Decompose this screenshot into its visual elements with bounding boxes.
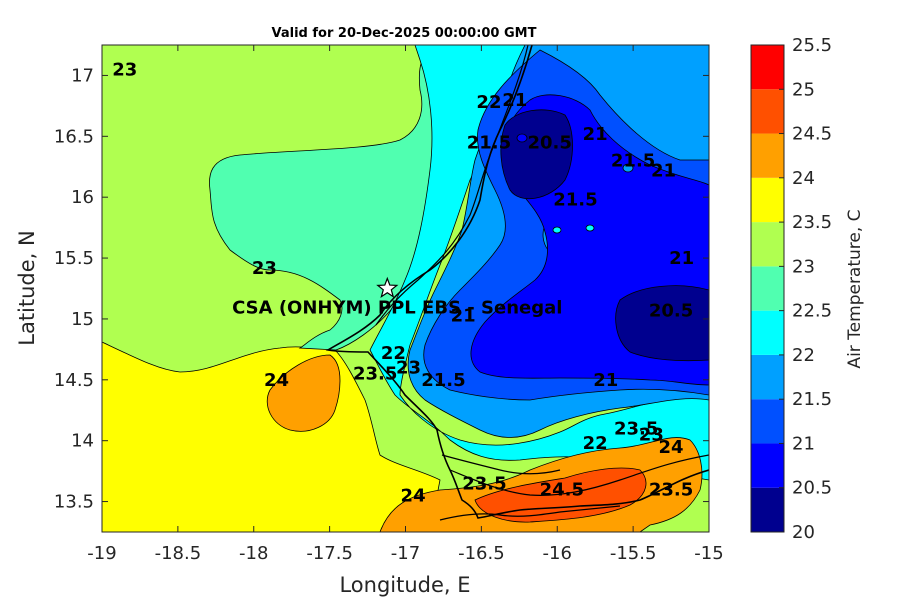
- x-tick-label: -18.5: [155, 543, 202, 564]
- colorbar-tick-label: 24: [792, 168, 815, 189]
- colorbar-tick-label: 21: [792, 433, 815, 454]
- colorbar-segment: [751, 177, 784, 223]
- colorbar-segment: [751, 310, 784, 355]
- contour-label: 21.5: [421, 370, 465, 391]
- contour-label: 23.5: [649, 479, 693, 500]
- contour-fill-24.5-25: [474, 467, 647, 523]
- contour-fill-small-pocket-4: [622, 163, 634, 173]
- contour-label: 23.5: [614, 419, 658, 440]
- colorbar-segment: [751, 354, 784, 400]
- contour-label: 20.5: [649, 300, 693, 321]
- x-tick-label: -16: [543, 543, 572, 564]
- contour-fill-20-20.5-north: [500, 109, 573, 199]
- colorbar-tick-label: 23.5: [792, 212, 832, 233]
- contour-label: 21.5: [553, 190, 597, 211]
- contour-label: 21: [593, 370, 618, 391]
- contour-label: 22: [381, 343, 406, 364]
- colorbar-segment: [751, 45, 784, 90]
- contour-label: 23: [639, 425, 664, 446]
- coastline: [325, 45, 709, 519]
- y-tick-label: 14.5: [54, 370, 94, 391]
- colorbar-label: Air Temperature, C: [845, 209, 865, 368]
- contour-fill-small-pocket: [516, 133, 528, 143]
- river-line: [449, 454, 709, 496]
- contour-label: 23: [112, 59, 137, 80]
- colorbar-segment: [751, 399, 784, 444]
- site-star-icon: [376, 276, 399, 298]
- chart-title: Valid for 20-Dec-2025 00:00:00 GMT: [272, 26, 537, 41]
- x-axis-label: Longitude, E: [339, 573, 470, 597]
- contour-label: 21.5: [611, 151, 655, 172]
- y-tick-label: 14: [71, 431, 94, 452]
- contour-fill-20-20.5-east: [615, 285, 709, 362]
- colorbar-tick-label: 21.5: [792, 389, 832, 410]
- contour-label: 24: [401, 485, 426, 506]
- contour-label: 22: [583, 433, 608, 454]
- x-tick-label: -17: [391, 543, 420, 564]
- x-tick-label: -15: [694, 543, 723, 564]
- contour-label: 21.5: [467, 132, 511, 153]
- contour-label: 23: [396, 358, 421, 379]
- colorbar-frame: [750, 44, 785, 533]
- contour-label: 21: [583, 124, 608, 145]
- contour-label: 21: [651, 160, 676, 181]
- colorbar-tick-label: 20.5: [792, 478, 832, 499]
- contour-label: 24: [659, 437, 684, 458]
- site-label: CSA (ONHYM) PPL EBS - Senegal: [232, 298, 562, 319]
- contour-label: 22: [476, 92, 501, 113]
- x-tick-label: -16.5: [458, 543, 505, 564]
- contour-label: 21: [669, 248, 694, 269]
- y-axis-label: Latitude, N: [15, 230, 39, 346]
- colorbar-tick-label: 23: [792, 256, 815, 277]
- colorbar-segment: [751, 443, 784, 488]
- contour-label: 23.5: [462, 473, 506, 494]
- x-axis-ticks: -19 -18.5 -18 -17.5 -17 -16.5 -16 -15.5 -15: [87, 45, 724, 564]
- y-tick-label: 16.5: [54, 126, 94, 147]
- colorbar-tick-label: 20: [792, 522, 815, 543]
- contour-label: 23.5: [353, 364, 397, 385]
- colorbar-segment: [751, 133, 784, 178]
- colorbar-segment: [751, 222, 784, 267]
- border-line: [375, 45, 529, 326]
- colorbar: [751, 45, 784, 532]
- x-tick-label: -18: [239, 543, 268, 564]
- border-line-gambia: [441, 454, 561, 475]
- contour-label: 24: [264, 370, 289, 391]
- colorbar-tick-label: 25.5: [792, 35, 832, 56]
- y-tick-label: 17: [71, 65, 94, 86]
- colorbar-tick-label: 24.5: [792, 124, 832, 145]
- colorbar-ticks: 25.5 25 24.5 24 23.5 23 22.5 22 21.5 21 20.5 20: [779, 35, 832, 543]
- y-tick-label: 15: [71, 309, 94, 330]
- colorbar-segment: [751, 266, 784, 311]
- y-tick-label: 15.5: [54, 248, 94, 269]
- y-tick-label: 16: [71, 187, 94, 208]
- contour-label: 20.5: [527, 132, 571, 153]
- colorbar-tick-label: 22: [792, 345, 815, 366]
- x-tick-label: -15.5: [610, 543, 657, 564]
- x-tick-label: -17.5: [306, 543, 353, 564]
- colorbar-tick-label: 25: [792, 79, 815, 100]
- colorbar-segment: [751, 487, 784, 532]
- contour-label: 21: [502, 90, 527, 111]
- colorbar-segment: [751, 89, 784, 134]
- y-tick-label: 13.5: [54, 492, 94, 513]
- contour-label: 24.5: [540, 479, 584, 500]
- y-axis-ticks: 17 16.5 16 15.5 15 14.5 14 13.5: [54, 65, 709, 513]
- border-line-south: [439, 505, 621, 521]
- contour-label: 21: [451, 305, 476, 326]
- contour-fill-small-pocket-2: [585, 224, 595, 232]
- contour-fill-small-pocket-3: [552, 226, 562, 234]
- x-tick-label: -19: [87, 543, 116, 564]
- contour-label: 23: [252, 258, 277, 279]
- colorbar-tick-label: 22.5: [792, 301, 832, 322]
- contour-fill-24-24.5-west: [266, 354, 341, 432]
